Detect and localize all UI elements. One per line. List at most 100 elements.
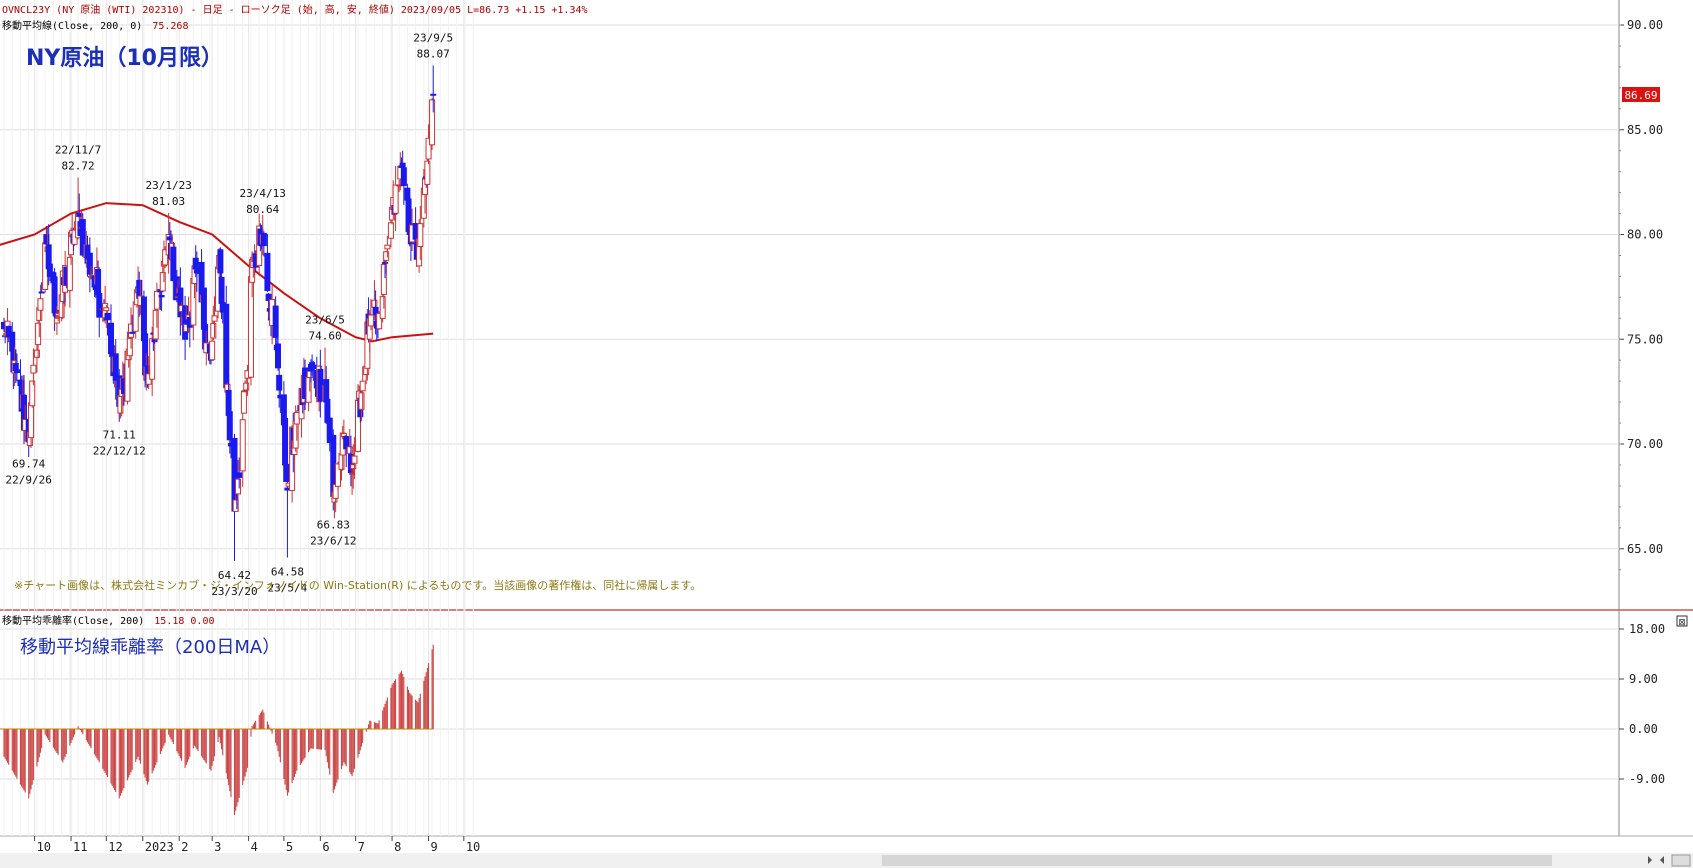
candle-body: [209, 340, 216, 361]
horizontal-scrollbar[interactable]: [0, 853, 1693, 868]
close-icon: ⊠: [1678, 618, 1686, 628]
candle-body: [79, 219, 86, 256]
date-tick-label: 10: [37, 840, 51, 854]
ma-line-header: 移動平均線(Close, 200, 0) 75.268: [2, 19, 188, 32]
dev-panel-values: 15.18 0.00: [154, 616, 214, 627]
candle-body: [37, 298, 44, 311]
zoom-control-icon[interactable]: [1671, 854, 1691, 867]
scroll-right-icon[interactable]: [1648, 856, 1652, 864]
candle-body: [247, 276, 254, 378]
candle-body: [104, 312, 111, 321]
instrument-header: OVNCL23Y (NY 原油 (WTI) 202310) - 日足 - ローソ…: [2, 3, 588, 16]
scrollbar-thumb[interactable]: [882, 855, 1552, 866]
candle-body: [351, 455, 358, 464]
price-tick-label: 80.00: [1627, 228, 1663, 242]
candle-body: [33, 349, 40, 358]
dev-panel-header: 移動平均乖離率(Close, 200) 15.18 0.00: [2, 614, 215, 627]
annotation-label: 82.72: [62, 160, 95, 173]
candlestick-series: [1, 65, 437, 561]
candle-body: [210, 323, 217, 339]
candle-body: [132, 301, 139, 332]
candle-body: [200, 287, 207, 330]
annotation-label: 66.83: [317, 518, 350, 531]
candle-body: [239, 419, 246, 472]
candle-body: [283, 463, 290, 482]
date-axis: 10 11 12 2023 2 3 4 5 6 7 8 9 10: [34, 836, 480, 854]
candle-body: [425, 137, 432, 160]
candle-body: [392, 184, 399, 214]
date-tick-label: 8: [394, 840, 401, 854]
deviation-tick-label: 0.00: [1629, 722, 1658, 736]
candle-body: [211, 315, 218, 322]
candle-body: [326, 417, 333, 444]
candle-body: [358, 392, 365, 410]
date-tick-label: 9: [431, 840, 438, 854]
candle-body: [5, 325, 12, 338]
candle-body: [129, 331, 136, 334]
candle-body: [265, 293, 272, 301]
candle-body: [380, 263, 387, 296]
candle-body: [323, 379, 330, 403]
candle-body: [151, 338, 158, 343]
candle-body: [158, 294, 165, 298]
candle-body: [240, 390, 247, 414]
candle-body: [371, 299, 378, 308]
candle-body: [166, 236, 173, 241]
ma-line-value: 75.268: [152, 21, 188, 32]
candle-body: [43, 234, 50, 245]
page-title: NY原油（10月限）: [26, 46, 223, 71]
ma-line-label: 移動平均線(Close, 200, 0): [2, 19, 142, 32]
dev-panel-title: 移動平均線乖離率（200日MA）: [20, 637, 280, 658]
candle-body: [292, 420, 299, 449]
candle-body: [162, 249, 169, 266]
close-panel-button[interactable]: ⊠: [1676, 615, 1688, 628]
candle-body: [349, 472, 356, 475]
annotation-label: 81.03: [152, 195, 185, 208]
candle-body: [387, 222, 394, 239]
dev-panel-label: 移動平均乖離率(Close, 200): [2, 614, 144, 627]
candle-body: [367, 314, 374, 327]
scroll-left-icon[interactable]: [1660, 856, 1664, 864]
candle-body: [95, 268, 102, 295]
candle-body: [190, 278, 197, 326]
candle-body: [192, 257, 199, 270]
annotation-label: 22/12/12: [93, 445, 146, 458]
annotation-label: 23/6/12: [310, 534, 356, 547]
candle-body: [117, 394, 124, 414]
annotation-label: 64.42: [218, 569, 251, 582]
deviation-axis: 18.00 9.00 0.00 -9.00: [1619, 622, 1665, 786]
price-tick-label: 90.00: [1627, 18, 1663, 32]
last-price-tag: 86.69: [1622, 87, 1660, 102]
candle-body: [275, 343, 282, 369]
candle-body: [29, 380, 36, 407]
candle-body: [218, 276, 225, 304]
candle-body: [76, 212, 83, 217]
candle-body: [51, 276, 58, 314]
candle-body: [159, 272, 166, 292]
candle-body: [272, 305, 279, 338]
candle-body: [372, 306, 379, 316]
candle-body: [264, 252, 271, 291]
annotation-label: 23/9/5: [413, 31, 453, 44]
candle-body: [30, 364, 37, 374]
candle-body: [338, 453, 345, 470]
candle-body: [86, 252, 93, 275]
candle-body: [35, 322, 42, 346]
candle-body: [232, 499, 239, 512]
candle-body: [334, 463, 341, 487]
date-tick-label: 5: [286, 840, 293, 854]
candle-body: [306, 370, 313, 379]
candle-body: [149, 338, 156, 380]
candle-body: [305, 376, 312, 403]
candle-body: [310, 364, 317, 370]
candle-body: [417, 223, 424, 247]
date-tick-label: 11: [73, 840, 87, 854]
annotation-label: 88.07: [417, 47, 450, 60]
candle-body: [170, 246, 177, 282]
candle-body: [424, 160, 431, 185]
candle-body: [177, 287, 184, 318]
candle-body: [430, 93, 437, 96]
candle-body: [282, 417, 289, 466]
price-axis: 90.00 85.00 80.00 75.00 70.00 65.00: [1619, 18, 1663, 571]
